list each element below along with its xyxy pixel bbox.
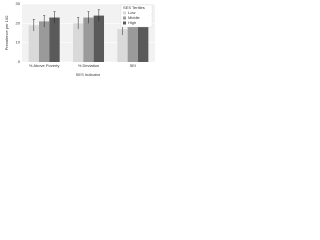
y-axis-label: Prevalence per 100 — [4, 15, 9, 50]
legend-box — [120, 4, 153, 28]
legend-swatch — [123, 21, 126, 25]
x-axis-label: SES Indicator — [76, 72, 101, 77]
legend-swatch — [123, 11, 126, 15]
y-tick-label: 30 — [16, 1, 21, 6]
legend-label: High — [128, 20, 136, 25]
legend-label: Low — [128, 10, 135, 15]
bar — [38, 21, 50, 62]
x-tick-label: SEI — [130, 63, 136, 68]
bar — [28, 25, 39, 62]
legend-title: SES Tertiles — [123, 5, 145, 10]
chart: Prevalence per 100 SES Indicator 0 10 20 30… — [0, 0, 158, 80]
bar — [72, 23, 84, 62]
x-tick-label: % Deviation — [78, 63, 99, 68]
bar — [49, 17, 60, 62]
legend-label: Middle — [128, 15, 141, 20]
y-tick-label: 0 — [18, 59, 21, 64]
bar — [93, 15, 105, 63]
bar — [127, 19, 139, 62]
x-tick-label: % Above Poverty — [29, 63, 59, 68]
y-tick-label: 10 — [16, 40, 21, 45]
bar — [138, 13, 149, 62]
y-tick-label: 20 — [16, 20, 21, 25]
bar — [83, 17, 94, 62]
legend-swatch — [123, 16, 126, 20]
bar — [117, 29, 128, 63]
